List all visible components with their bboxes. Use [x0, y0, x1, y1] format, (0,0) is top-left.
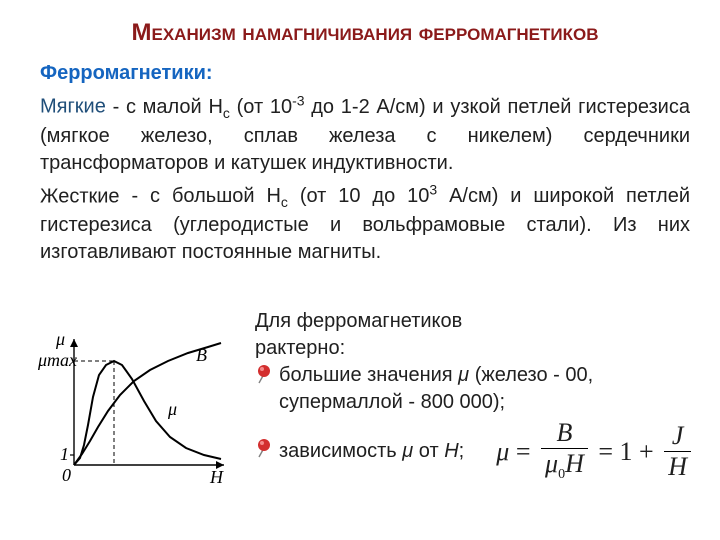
page-title: Механизм намагничивания ферромагнетиков	[40, 18, 690, 48]
paragraph-hard: Жесткие - с большой Hc (от 10 до 103 А/с…	[40, 181, 690, 267]
svg-text:0: 0	[62, 465, 71, 485]
overlay-heading: Для ферромагнетиков	[255, 308, 695, 335]
eq-one: 1	[620, 434, 633, 469]
eq-den-mu0H: μ0H	[541, 451, 588, 482]
eq-num-J: J	[668, 423, 688, 449]
bullet-2-text: зависимость μ от Н;	[279, 438, 478, 465]
svg-text:H: H	[209, 467, 224, 487]
paragraph-soft: Мягкие - с малой Hc (от 10-3 до 1-2 А/см…	[40, 91, 690, 177]
eq-den-H: H	[664, 454, 691, 480]
pin-icon	[255, 364, 273, 392]
subheading-ferromagnetics: Ферромагнетики:	[40, 62, 690, 85]
overlay-line2: рактерно:	[255, 335, 695, 362]
svg-text:B: B	[196, 345, 207, 365]
svg-text:μ: μ	[55, 329, 65, 349]
mu-B-chart: μμmax10HBμ	[36, 325, 231, 505]
eq-num-B: B	[553, 420, 577, 446]
eq-equals-2: =	[592, 434, 620, 469]
overlay-block: Для ферромагнетиков рактерно: большие зн…	[255, 308, 695, 486]
soft-body: - с малой Hc (от 10-3 до 1-2 А/см) и узк…	[40, 96, 690, 174]
soft-label: Мягкие	[40, 96, 106, 118]
equation: μ = B μ0H = 1 + J H	[496, 420, 695, 482]
svg-text:1: 1	[60, 444, 69, 464]
bullet-1-text: большие значения μ (железо - 00, суперма…	[279, 362, 695, 416]
svg-text:μ: μ	[167, 399, 177, 419]
bullet-row-2: зависимость μ от Н; μ = B μ0H = 1 + J H	[255, 420, 695, 482]
eq-equals: =	[509, 434, 537, 469]
pin-icon	[255, 438, 273, 466]
svg-text:μmax: μmax	[37, 350, 77, 370]
hard-label: Жесткие	[40, 185, 120, 207]
eq-plus: +	[633, 434, 661, 469]
hard-body: - с большой Hc (от 10 до 103 А/см) и шир…	[40, 185, 690, 263]
eq-mu: μ	[496, 434, 509, 469]
bullet-row-1: большие значения μ (железо - 00, суперма…	[255, 362, 695, 416]
